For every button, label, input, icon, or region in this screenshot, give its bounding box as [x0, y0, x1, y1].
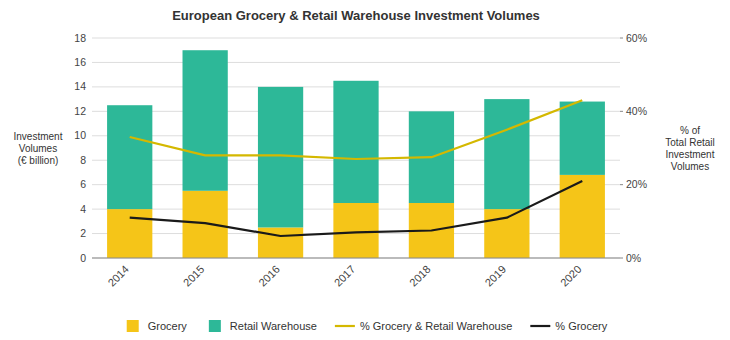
legend: Grocery Retail Warehouse % Grocery & Retai… [127, 320, 608, 332]
y2-tick [620, 38, 623, 39]
legend-label: Grocery [148, 320, 188, 332]
y-tick-label: 10 [74, 129, 86, 141]
y2-axis-label: % ofTotal RetailInvestmentVolumes [665, 125, 714, 172]
title: European Grocery & Retail Warehouse Inve… [172, 8, 540, 23]
y-tick-label: 4 [80, 203, 86, 215]
x-tick-label: 2016 [256, 263, 282, 289]
grid-line [92, 38, 620, 39]
y2-tick-label: 60% [626, 32, 647, 44]
bar [183, 50, 228, 191]
bar [183, 191, 228, 258]
x-tick-label: 2020 [558, 263, 584, 289]
y-axis-label: InvestmentVolumes(€ billion) [14, 131, 63, 166]
y2-tick-label: 0% [626, 252, 641, 264]
line [130, 100, 583, 159]
x-tick-label: 2018 [407, 263, 433, 289]
y-tick-label: 14 [74, 80, 86, 92]
legend-swatch [335, 325, 355, 327]
bar [258, 227, 303, 258]
y2-tick-label: 40% [626, 105, 647, 117]
bar [107, 209, 152, 258]
legend-item: % Grocery [530, 320, 607, 332]
x-tick-label: 2017 [332, 263, 358, 289]
y-tick-label: 16 [74, 56, 86, 68]
legend-label: % Grocery [555, 320, 607, 332]
bar [484, 99, 529, 209]
legend-swatch [530, 325, 550, 327]
legend-swatch [127, 320, 139, 332]
bar [107, 105, 152, 209]
legend-swatch [209, 320, 221, 332]
y-tick-label: 0 [80, 252, 86, 264]
y-tick-label: 6 [80, 178, 86, 190]
legend-item: % Grocery & Retail Warehouse [335, 320, 512, 332]
plot-area [107, 50, 605, 258]
grid-line [92, 258, 620, 259]
bar [333, 203, 378, 258]
x-tick-label: 2014 [105, 263, 131, 289]
y2-tick [620, 184, 623, 185]
bar [560, 102, 605, 175]
y-tick-label: 8 [80, 154, 86, 166]
legend-label: Retail Warehouse [230, 320, 317, 332]
y-tick-label: 2 [80, 227, 86, 239]
bar [560, 175, 605, 258]
bar [333, 81, 378, 203]
x-tick-label: 2019 [482, 263, 508, 289]
legend-item: Grocery [127, 320, 188, 332]
chart: European Grocery & Retail Warehouse Inve… [0, 0, 730, 340]
line [130, 181, 583, 236]
legend-label: % Grocery & Retail Warehouse [360, 320, 512, 332]
y2-tick [620, 258, 623, 259]
x-axis-line [92, 258, 620, 259]
y-tick-label: 18 [74, 32, 86, 44]
y-tick-label: 12 [74, 105, 86, 117]
x-tick-label: 2015 [181, 263, 207, 289]
y2-tick [620, 111, 623, 112]
y2-tick-label: 20% [626, 178, 647, 190]
legend-item: Retail Warehouse [209, 320, 317, 332]
grid-line [92, 62, 620, 63]
